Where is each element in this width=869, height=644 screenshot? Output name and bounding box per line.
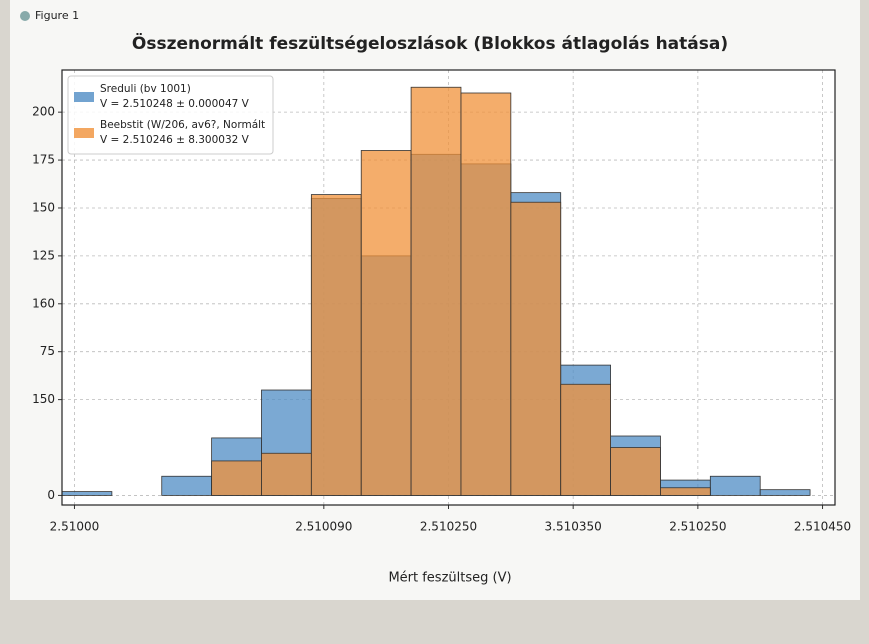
x-axis-label: Mért feszültseg (V) [388,571,511,586]
legend-swatch [74,128,94,138]
x-tick-label: 2.510250 [420,520,477,534]
legend-label: Beebstit (W/206, av6?, Normált [100,119,265,131]
histogram-bar [360,150,412,496]
plot-frame [61,69,836,506]
histogram-bar [709,475,761,496]
x-tick-label: 2.51000 [50,520,100,534]
y-tick-label: 125 [32,248,55,262]
legend-stat: V = 2.510248 ± 0.000047 V [100,98,250,110]
x-tick-label: 3.510350 [545,520,602,534]
y-tick-label: 160 [32,296,55,310]
histogram-bar [460,92,512,496]
histogram-bar [660,487,711,496]
x-tick-label: 2.510250 [669,520,726,534]
legend-stat: V = 2.510246 ± 8.300032 V [100,134,250,146]
histogram-bar [759,489,811,496]
x-tick-label: 2.510450 [794,520,851,534]
legend-box [67,75,274,155]
y-tick-label: 175 [32,153,55,167]
window-title: Figure 1 [35,9,79,22]
histogram-bar [211,460,262,496]
histogram-bar [61,491,113,496]
histogram-bar [610,447,661,496]
y-tick-label: 0 [47,488,55,502]
histogram-bar [310,194,362,496]
histogram-bar [161,475,213,496]
histogram-bar [560,383,611,496]
legend-swatch [74,92,94,102]
y-tick-label: 200 [32,105,55,119]
y-tick-label: 150 [32,392,55,406]
chart-title: Összenormált feszültségeloszlások (Blokk… [132,32,728,54]
y-tick-label: 75 [40,344,55,358]
window-icon [20,11,30,21]
histogram-bar [261,452,312,496]
x-tick-label: 2.510090 [295,520,352,534]
histogram-bar [510,201,562,496]
legend-label: Sreduli (bv 1001) [100,83,191,95]
y-tick-label: 150 [32,200,55,214]
histogram-bar [410,86,462,496]
